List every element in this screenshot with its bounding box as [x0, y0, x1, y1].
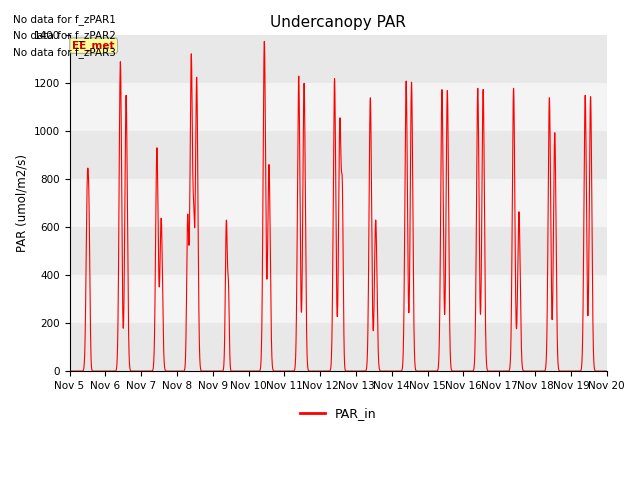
Bar [70, 84, 607, 131]
Text: EE_met: EE_met [72, 40, 115, 51]
Y-axis label: PAR (umol/m2/s): PAR (umol/m2/s) [15, 154, 28, 252]
Bar [70, 275, 607, 323]
Text: No data for f_zPAR3: No data for f_zPAR3 [13, 47, 116, 58]
Text: No data for f_zPAR2: No data for f_zPAR2 [13, 30, 116, 41]
Bar [70, 179, 607, 227]
Title: Undercanopy PAR: Undercanopy PAR [270, 15, 406, 30]
Text: No data for f_zPAR1: No data for f_zPAR1 [13, 13, 116, 24]
Legend: PAR_in: PAR_in [295, 402, 381, 425]
